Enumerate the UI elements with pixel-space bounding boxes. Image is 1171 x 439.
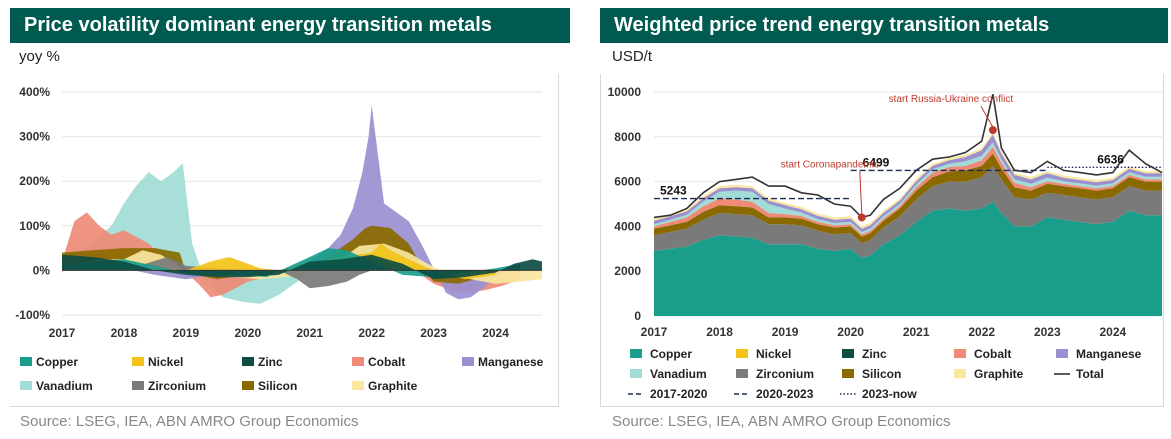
legend-swatch-graphite (954, 369, 966, 378)
legend-label-total: Total (1076, 367, 1104, 381)
legend-label-zinc: Zinc (862, 347, 887, 361)
annotation-leader (859, 171, 863, 215)
left-chart-panel: Price volatility dominant energy transit… (0, 0, 570, 439)
stack-area-vanadium (654, 142, 1162, 235)
x-tick-label: 2019 (173, 326, 200, 340)
y-tick-label: 300% (19, 130, 50, 144)
annotation-marker (988, 126, 997, 135)
y-tick-label: 6000 (614, 175, 641, 189)
x-tick-label: 2020 (837, 325, 864, 339)
legend-label-zirconium: Zirconium (148, 379, 206, 393)
left-source-note: Source: LSEG, IEA, ABN AMRO Group Econom… (20, 413, 359, 430)
left-plot-frame (10, 74, 559, 407)
legend-label-graphite: Graphite (974, 367, 1024, 381)
legend-swatch-silicon (242, 381, 254, 390)
x-tick-label: 2023 (420, 326, 447, 340)
x-tick-label: 2019 (772, 325, 799, 339)
legend-label-silicon: Silicon (258, 379, 297, 393)
legend-label-vanadium: Vanadium (36, 379, 93, 393)
series-area-zirconium (62, 257, 434, 289)
legend-swatch-copper (630, 349, 642, 358)
y-tick-label: 400% (19, 85, 50, 99)
legend-label-cobalt: Cobalt (368, 355, 405, 369)
legend-swatch-nickel (736, 349, 748, 358)
stack-area-copper (654, 201, 1162, 316)
reference-line-label: 6636 (1097, 152, 1124, 166)
stack-area-cobalt (654, 146, 1162, 237)
legend-label-nickel: Nickel (148, 355, 183, 369)
x-tick-label: 2020 (234, 326, 261, 340)
legend-swatch-graphite (352, 381, 364, 390)
x-tick-label: 2022 (968, 325, 995, 339)
y-tick-label: 200% (19, 174, 50, 188)
legend-swatch-zinc (842, 349, 854, 358)
y-tick-label: 100% (19, 219, 50, 233)
stack-area-zirconium (654, 165, 1162, 258)
series-area-zinc (62, 254, 542, 280)
legend-swatch-silicon (842, 369, 854, 378)
legend-swatch-copper (20, 357, 32, 366)
x-tick-label: 2021 (296, 326, 323, 340)
right-source-note: Source: LSEG, IEA, ABN AMRO Group Econom… (612, 413, 951, 430)
reference-line-label: 6499 (863, 155, 890, 169)
reference-line-label: 5243 (660, 184, 687, 198)
right-plot-frame (600, 74, 1164, 407)
legend-swatch-vanadium (630, 369, 642, 378)
y-tick-label: 2000 (614, 264, 641, 278)
legend-label-copper: Copper (650, 347, 692, 361)
legend-label-nickel: Nickel (756, 347, 791, 361)
y-tick-label: 4000 (614, 219, 641, 233)
y-tick-label: 0 (634, 309, 641, 323)
annotation-leader (980, 105, 994, 128)
legend-label-vanadium: Vanadium (650, 367, 707, 381)
left-chart-title: Price volatility dominant energy transit… (10, 8, 570, 43)
y-tick-label: 8000 (614, 130, 641, 144)
x-tick-label: 2017 (49, 326, 76, 340)
legend-label-graphite: Graphite (368, 379, 418, 393)
y-tick-label: 0% (33, 263, 51, 277)
right-y-unit: USD/t (612, 48, 653, 65)
legend-swatch-manganese (462, 357, 474, 366)
annotation-label: start Russia-Ukraine conflict (889, 94, 1014, 105)
legend-label-cobalt: Cobalt (974, 347, 1011, 361)
legend-label-2020-2023: 2020-2023 (756, 387, 814, 401)
legend-swatch-vanadium (20, 381, 32, 390)
legend-swatch-zirconium (132, 381, 144, 390)
x-tick-label: 2022 (358, 326, 385, 340)
x-tick-label: 2021 (903, 325, 930, 339)
legend-swatch-nickel (132, 357, 144, 366)
x-tick-label: 2024 (482, 326, 509, 340)
right-chart-title: Weighted price trend energy transition m… (600, 8, 1168, 43)
legend-label-copper: Copper (36, 355, 78, 369)
legend-label-manganese: Manganese (1076, 347, 1142, 361)
annotation-label: start Coronapandemic (781, 159, 879, 170)
x-tick-label: 2018 (706, 325, 733, 339)
legend-swatch-manganese (1056, 349, 1068, 358)
legend-label-silicon: Silicon (862, 367, 901, 381)
x-tick-label: 2023 (1034, 325, 1061, 339)
total-line (653, 94, 1163, 219)
x-tick-label: 2024 (1099, 325, 1126, 339)
legend-label-2017-2020: 2017-2020 (650, 387, 708, 401)
stack-area-silicon (654, 153, 1162, 244)
x-tick-label: 2017 (641, 325, 668, 339)
legend-swatch-cobalt (352, 357, 364, 366)
annotation-marker (857, 213, 866, 222)
y-tick-label: -100% (15, 308, 50, 322)
left-y-unit: yoy % (19, 48, 60, 65)
y-tick-label: 10000 (608, 85, 642, 99)
right-chart-panel: Weighted price trend energy transition m… (600, 0, 1171, 439)
legend-swatch-zirconium (736, 369, 748, 378)
legend-label-manganese: Manganese (478, 355, 544, 369)
legend-label-2023-now: 2023-now (862, 387, 917, 401)
legend-swatch-cobalt (954, 349, 966, 358)
left-chart-svg: 400% 300% 200% 100% 0% -100% 2017 2018 2019 2020 2… (15, 85, 544, 393)
legend-label-zirconium: Zirconium (756, 367, 814, 381)
x-tick-label: 2018 (111, 326, 138, 340)
legend-label-zinc: Zinc (258, 355, 283, 369)
legend-swatch-zinc (242, 357, 254, 366)
